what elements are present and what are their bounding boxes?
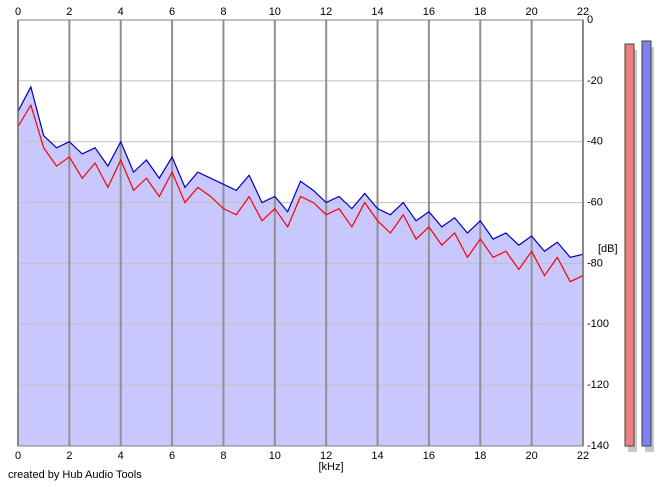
x-axis-label: [kHz]: [318, 461, 343, 473]
x-tick-label: 20: [526, 450, 538, 462]
y-tick-label: -120: [587, 379, 609, 391]
spectrum-area: [18, 86, 583, 446]
x-tick-label: 18: [474, 450, 486, 462]
y-tick-label: -20: [587, 75, 603, 87]
x-tick-label: 6: [169, 6, 175, 18]
y-tick-label: 0: [587, 14, 593, 26]
x-tick-label: 16: [423, 6, 435, 18]
level-meter: [641, 40, 652, 447]
x-tick-label: 2: [66, 450, 72, 462]
x-tick-label: 22: [577, 450, 589, 462]
x-tick-label: 12: [320, 6, 332, 18]
x-tick-label: 22: [577, 6, 589, 18]
footer: created by Hub Audio Tools: [8, 469, 142, 481]
x-tick-label: 6: [169, 450, 175, 462]
spectrum-line: [17, 103, 584, 283]
y-tick-label: -100: [587, 318, 609, 330]
y-tick-label: -140: [587, 440, 609, 452]
level-meter: [624, 43, 635, 447]
x-tick-label: 8: [220, 6, 226, 18]
x-tick-label: 2: [66, 6, 72, 18]
plot-border: [17, 19, 584, 447]
x-tick-label: 14: [371, 6, 383, 18]
y-tick-label: -40: [587, 136, 603, 148]
x-tick-label: 8: [220, 450, 226, 462]
x-tick-label: 0: [15, 6, 21, 18]
x-tick-label: 14: [371, 450, 383, 462]
x-tick-label: 10: [269, 450, 281, 462]
x-tick-label: 18: [474, 6, 486, 18]
y-tick-label: -60: [587, 196, 603, 208]
spectrum-line: [17, 85, 584, 259]
y-tick-label: -80: [587, 257, 603, 269]
x-tick-label: 20: [526, 6, 538, 18]
x-tick-label: 0: [15, 450, 21, 462]
x-tick-label: 16: [423, 450, 435, 462]
x-tick-label: 4: [118, 6, 124, 18]
x-tick-label: 10: [269, 6, 281, 18]
x-tick-label: 12: [320, 450, 332, 462]
y-axis-label: [dB]: [598, 243, 618, 255]
x-tick-label: 4: [118, 450, 124, 462]
